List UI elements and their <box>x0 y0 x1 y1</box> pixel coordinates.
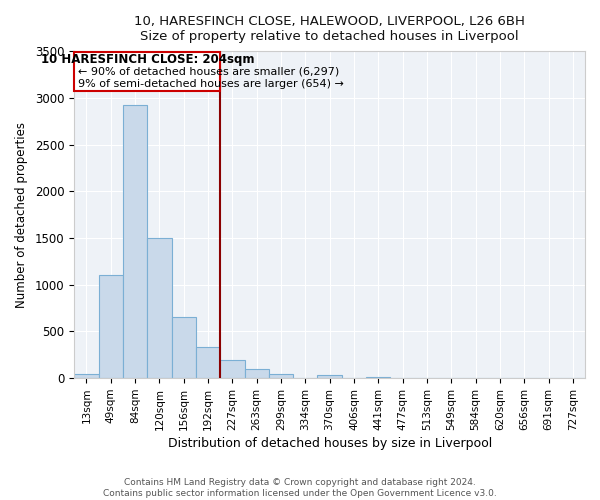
Title: 10, HARESFINCH CLOSE, HALEWOOD, LIVERPOOL, L26 6BH
Size of property relative to : 10, HARESFINCH CLOSE, HALEWOOD, LIVERPOO… <box>134 15 525 43</box>
Bar <box>74 52 220 92</box>
Bar <box>366 377 391 378</box>
Bar <box>245 369 269 378</box>
Bar <box>98 276 123 378</box>
Text: Contains HM Land Registry data © Crown copyright and database right 2024.
Contai: Contains HM Land Registry data © Crown c… <box>103 478 497 498</box>
Bar <box>172 318 196 378</box>
Text: 9% of semi-detached houses are larger (654) →: 9% of semi-detached houses are larger (6… <box>78 80 344 90</box>
Bar <box>317 376 342 378</box>
Text: ← 90% of detached houses are smaller (6,297): ← 90% of detached houses are smaller (6,… <box>78 66 339 76</box>
Bar <box>196 348 220 378</box>
Bar <box>269 374 293 378</box>
Bar <box>74 374 98 378</box>
Bar <box>147 238 172 378</box>
Bar <box>220 360 245 378</box>
X-axis label: Distribution of detached houses by size in Liverpool: Distribution of detached houses by size … <box>167 437 492 450</box>
Text: 10 HARESFINCH CLOSE: 204sqm: 10 HARESFINCH CLOSE: 204sqm <box>41 52 254 66</box>
Y-axis label: Number of detached properties: Number of detached properties <box>15 122 28 308</box>
Bar <box>123 106 147 378</box>
